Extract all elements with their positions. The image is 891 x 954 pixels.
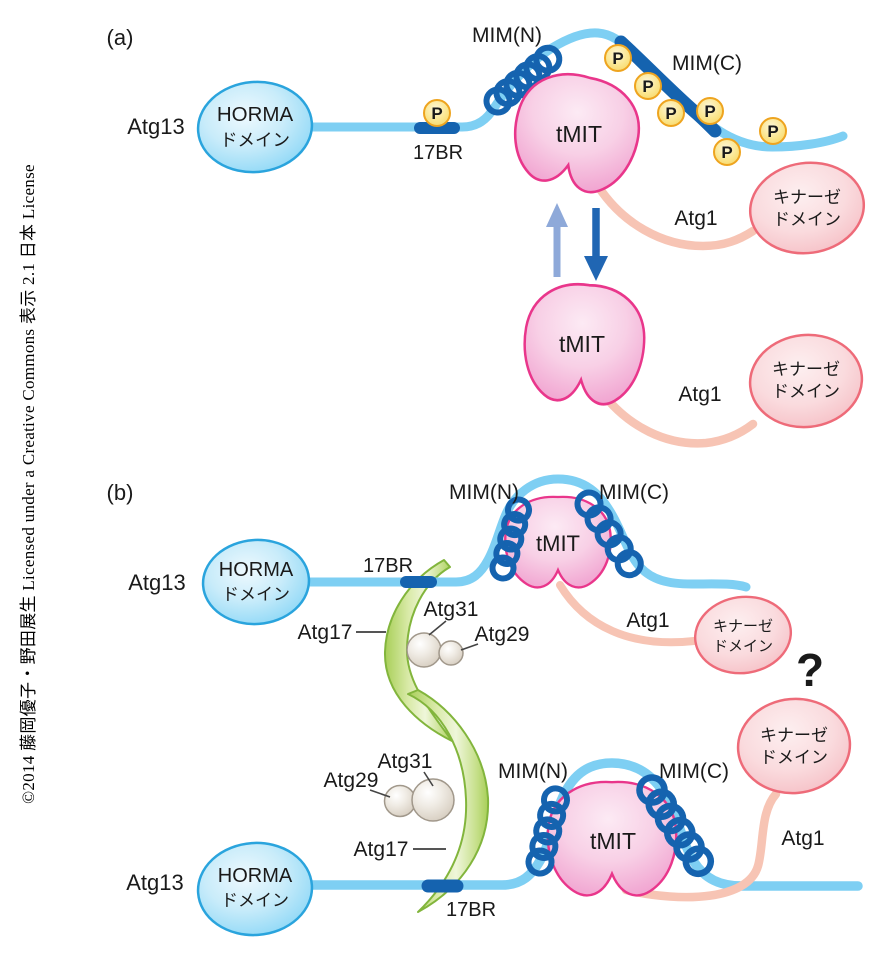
mim-n-coil-icon-b-bottom — [525, 785, 570, 877]
horma-domain-ellipse-b-top — [201, 538, 311, 626]
atg13-backbone-line-b-top — [304, 474, 751, 592]
kinase-domain-ellipse-b-top — [693, 595, 793, 675]
horma-label-line1-a: HORMA — [217, 103, 294, 126]
atg31-label-bottom: Atg31 — [378, 750, 433, 773]
17br-label-b-bottom: 17BR — [446, 899, 496, 921]
phospho-badge: P — [713, 138, 741, 166]
kinase-label-line1-b-top: キナーゼ — [713, 618, 773, 635]
atg31-pointer-top — [428, 620, 447, 636]
kinase-label-line1-b-bottom: キナーゼ — [760, 726, 828, 745]
kinase-label-line2-free-a: ドメイン — [772, 382, 840, 401]
phospho-badge: P — [759, 117, 787, 145]
kinase-label-line1-free-a: キナーゼ — [772, 360, 840, 379]
phospho-label: P — [721, 143, 732, 162]
phospho-label: P — [704, 102, 715, 121]
panel-b-label: (b) — [107, 480, 134, 505]
atg1-linker-line-bound-a — [593, 181, 758, 251]
horma-domain-ellipse-a — [196, 80, 314, 174]
mim-n-coil-icon-b-top — [489, 496, 533, 582]
atg31-sphere-bottom — [411, 778, 455, 822]
atg1-label-free-a: Atg1 — [678, 383, 721, 406]
tmit-label-b-top: tMIT — [536, 531, 580, 556]
atg29-sphere-top — [438, 640, 464, 666]
atg1-linker-line-free-a — [595, 385, 758, 448]
phospho-label: P — [642, 77, 653, 96]
association-arrow-icon — [546, 203, 568, 277]
atg13-label-b-bottom: Atg13 — [126, 870, 184, 895]
phospho-label: P — [665, 104, 676, 123]
phospho-badge: P — [604, 44, 632, 72]
phospho-badge: P — [657, 99, 685, 127]
mim-n-label-b-top: MIM(N) — [449, 481, 519, 504]
mim-n-label-a: MIM(N) — [472, 24, 542, 47]
atg1-label-b-top: Atg1 — [626, 609, 669, 632]
horma-label-line2-a: ドメイン — [220, 130, 290, 150]
panel-a-label: (a) — [107, 25, 134, 50]
phospho-badge: P — [696, 97, 724, 125]
phospho-badge: P — [423, 99, 451, 127]
atg29-label-bottom: Atg29 — [324, 769, 379, 792]
atg31-sphere-top — [406, 632, 442, 668]
mim-c-label-b-bottom: MIM(C) — [659, 760, 729, 783]
mim-c-coil-icon-b-bottom — [636, 774, 715, 878]
atg13-label-a: Atg13 — [127, 114, 185, 139]
question-mark: ? — [796, 644, 824, 696]
kinase-domain-ellipse-bound-a — [748, 161, 866, 255]
atg31-pointer-bottom — [423, 771, 434, 787]
atg1-label-bound-a: Atg1 — [674, 207, 717, 230]
atg29-pointer-top — [460, 643, 479, 651]
atg29-label-top: Atg29 — [475, 623, 530, 646]
17br-label-a: 17BR — [413, 142, 463, 164]
kinase-label-line2-bound-a: ドメイン — [773, 210, 841, 229]
dissociation-arrow-icon — [584, 208, 608, 281]
tmit-label-free-a: tMIT — [559, 331, 605, 357]
atg1-linker-line-b-bottom — [621, 789, 781, 902]
atg1-linker-line-b-top — [556, 581, 698, 647]
horma-label-line1-b-top: HORMA — [219, 559, 294, 581]
tmit-heart-bound-a — [514, 73, 641, 194]
atg17-label-bottom: Atg17 — [354, 838, 409, 861]
tmit-heart-free-a — [523, 282, 646, 406]
phospho-label: P — [431, 104, 442, 123]
mim-n-label-b-bottom: MIM(N) — [498, 760, 568, 783]
17br-label-b-top: 17BR — [363, 555, 413, 577]
mim-c-label-b-top: MIM(C) — [599, 481, 669, 504]
kinase-domain-ellipse-free-a — [748, 333, 864, 429]
atg1-label-b-bottom: Atg1 — [781, 827, 824, 850]
mim-n-coil-icon-a — [483, 44, 563, 116]
kinase-domain-ellipse-b-bottom — [736, 697, 852, 795]
atg17-label-top: Atg17 — [298, 621, 353, 644]
kinase-label-line2-b-top: ドメイン — [713, 638, 773, 655]
horma-label-line2-b-bottom: ドメイン — [221, 891, 289, 910]
copyright-text: ©2014 藤岡優子・野田展生 Licensed under a Creativ… — [19, 164, 38, 804]
atg13-label-b-top: Atg13 — [128, 570, 186, 595]
phospho-label: P — [767, 122, 778, 141]
atg17-crescent-lower — [407, 689, 490, 913]
kinase-label-line1-bound-a: キナーゼ — [773, 188, 841, 207]
phospho-badge: P — [634, 72, 662, 100]
atg29-pointer-bottom — [369, 789, 391, 798]
atg31-label-top: Atg31 — [424, 598, 479, 621]
atg29-sphere-bottom — [383, 784, 417, 818]
mim-c-label-a: MIM(C) — [672, 52, 742, 75]
horma-label-line2-b-top: ドメイン — [222, 585, 290, 604]
mim-c-coil-icon-b-top — [574, 489, 644, 579]
tmit-label-b-bottom: tMIT — [590, 828, 636, 854]
tmit-label-bound-a: tMIT — [556, 121, 602, 147]
horma-domain-ellipse-b-bottom — [196, 841, 314, 937]
kinase-label-line2-b-bottom: ドメイン — [760, 748, 828, 767]
horma-label-line1-b-bottom: HORMA — [218, 865, 293, 887]
phospho-label: P — [612, 49, 623, 68]
